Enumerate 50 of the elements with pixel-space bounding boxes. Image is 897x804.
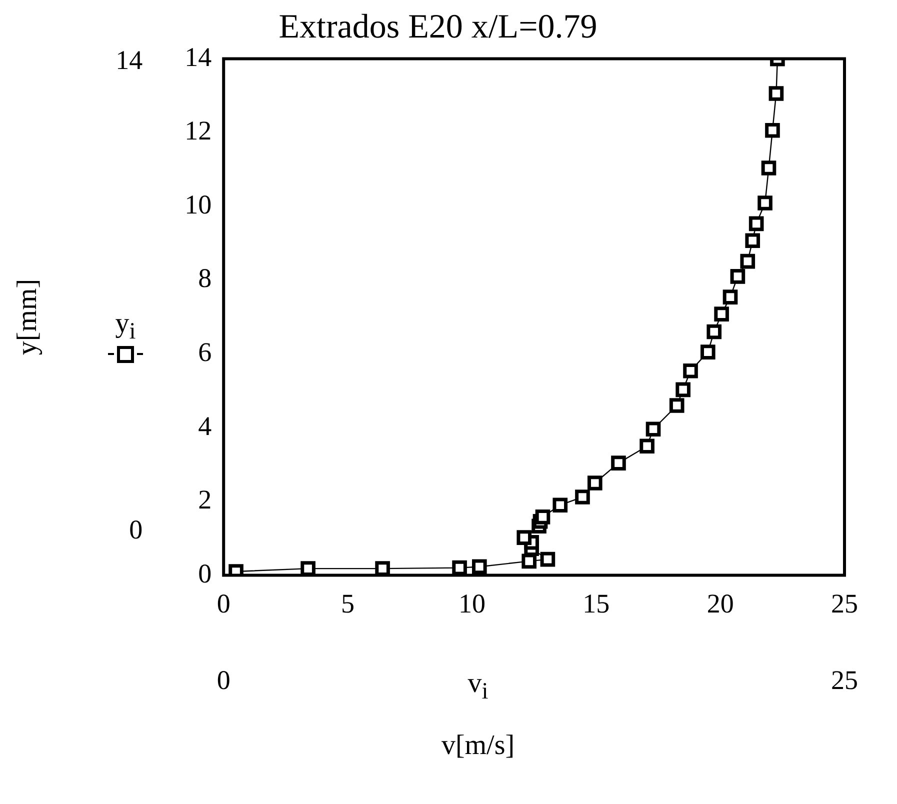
point: [700, 344, 716, 360]
x-tick-label: 10: [458, 588, 486, 618]
y-tick-label: 12: [184, 116, 212, 146]
chart-title: Extrados E20 x/L=0.79: [278, 8, 598, 46]
point: [745, 233, 760, 248]
y-tick-label: 10: [184, 189, 212, 220]
point: [748, 216, 764, 232]
y-tick-label: 8: [198, 263, 212, 294]
point: [375, 561, 390, 576]
x-tick-label: 15: [582, 588, 610, 618]
point: [761, 160, 776, 176]
point: [575, 490, 590, 504]
point: [472, 559, 487, 574]
x-tick-label: 20: [706, 588, 734, 618]
point: [706, 324, 722, 340]
point: [452, 560, 467, 576]
point: [714, 306, 729, 322]
point: [669, 398, 684, 413]
point: [516, 530, 532, 545]
point: [522, 554, 536, 569]
x2-tick-label: 25: [831, 664, 858, 695]
y-tick-label: 14: [184, 42, 212, 72]
y-tick-label: 4: [198, 410, 212, 441]
point: [535, 510, 550, 524]
x-axis-title: v[m/s]: [441, 730, 515, 761]
point: [676, 382, 690, 398]
point: [587, 476, 602, 490]
text: y$_{i}$: [115, 308, 136, 346]
point: [540, 552, 556, 567]
x2-axis-title: v$_{i}$: [468, 668, 488, 705]
point: [765, 122, 780, 138]
point: [611, 456, 626, 470]
y-tick-label: 0: [198, 558, 212, 588]
point: [300, 561, 316, 576]
point: [740, 254, 756, 269]
point: [730, 269, 746, 284]
x-tick-label: 5: [341, 588, 355, 618]
y-tick-label: 6: [198, 336, 212, 367]
point: [646, 422, 661, 437]
y-tick-label: 2: [198, 484, 212, 515]
point: [683, 363, 698, 378]
y2-axis-title: y[mm]: [12, 278, 44, 356]
y2-tick-label: 14: [116, 45, 144, 76]
y2-tick-label: 0: [129, 514, 143, 545]
point: [552, 498, 568, 513]
point: [722, 290, 738, 304]
point: [758, 196, 772, 210]
point: [768, 86, 784, 101]
point: [640, 438, 654, 454]
x-tick-label: 25: [831, 588, 858, 618]
